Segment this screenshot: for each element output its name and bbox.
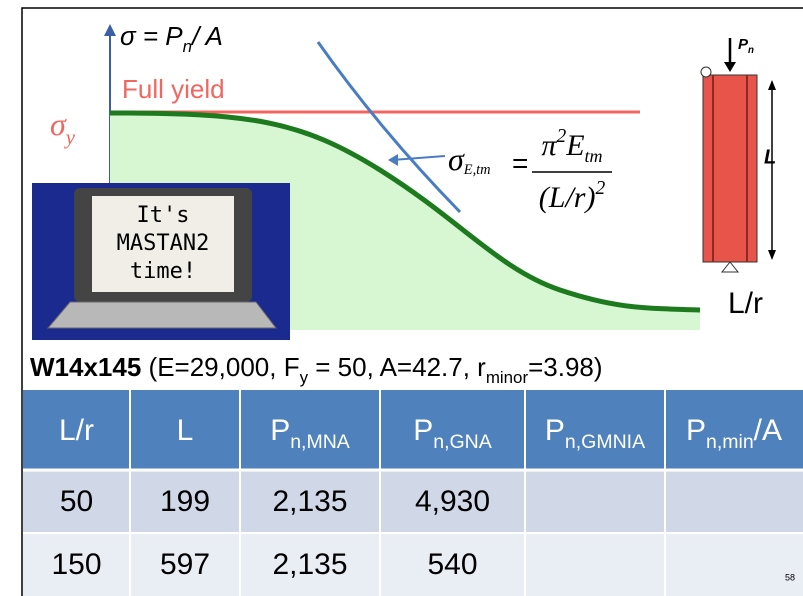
text-part: / A [190,21,223,51]
formula-arrowhead [388,154,398,166]
euler-curve [316,41,462,214]
table-cell: 50 [60,485,93,518]
text-part: σ [50,106,67,142]
text-part: P [738,36,749,53]
load-arrowhead [724,62,736,72]
text-part: n,min [706,431,754,453]
laptop-screen-text: time! [130,259,196,284]
text-part: E [565,129,584,162]
table-cell: 4,930 [415,485,490,518]
table-cell: 150 [51,548,101,581]
text-part: tm [585,146,603,166]
sigma-y-label: σy [50,106,76,149]
text-part: y [300,368,309,387]
length-label: L [764,146,776,168]
table-header-cell: L [177,414,194,447]
section-properties: W14x145 (E=29,000, Fy = 50, A=42.7, rmin… [30,352,603,387]
table-cell: 2,135 [272,548,347,581]
text-part: (E=29,000, F [141,352,299,382]
x-axis-label: L/r [728,287,763,320]
y-axis-arrow [104,24,116,36]
table-header-cell: Pn,min/A [686,414,782,453]
table-row-bg [23,470,803,533]
table-cell: 540 [427,548,477,581]
formula-denominator: (L/r)2 [539,178,606,214]
table-header-bg [23,390,803,470]
text-part: π [541,129,557,162]
table-cell: 2,135 [272,485,347,518]
text-part: P [270,414,290,447]
formula-lhs: σE,tm [448,141,491,178]
text-part: σ [448,141,465,177]
text-part: L [177,414,194,447]
laptop-screen [92,196,234,292]
text-part: P [545,414,565,447]
laptop-screen-text: MASTAN2 [117,231,210,256]
text-part: = 50, A=42.7, r [308,352,486,382]
text-part: minor [486,368,529,387]
text-part: n,GNA [433,431,492,453]
text-part: n [748,45,754,56]
slide-border [21,7,803,596]
strength-curve [109,110,701,313]
table-cell: 199 [160,485,210,518]
column [702,74,758,263]
y-axis-label: σ = Pn/ A [120,21,223,56]
table-header-cell: Pn,MNA [270,414,350,453]
table-cell: 597 [160,548,210,581]
base-support [720,261,740,273]
text-part: n,MNA [290,431,350,453]
text-part: n,GMNIA [565,431,645,453]
table-row-bg [23,533,803,596]
text-part: n [183,37,192,56]
formula-arrow [391,155,446,161]
full-yield-label: Full yield [122,74,225,104]
text-part: /A [754,414,782,447]
formula-numerator: π2Etm [541,126,602,166]
formula-equals: = [512,147,528,178]
laptop-screen-text: It's [137,203,190,228]
page-number: 58 [785,572,795,582]
text-part: y [64,126,76,149]
text-part: P [413,414,433,447]
text-part: =3.98) [528,352,602,382]
text-part: L/r [59,414,94,447]
text-part: (L/r) [539,181,596,214]
table-header-cell: Pn,GMNIA [545,414,645,453]
text-part: E,tm [463,162,491,178]
table-header-cell: Pn,GNA [413,414,492,453]
text-part: 2 [595,178,605,199]
text-part: 2 [556,126,566,147]
load-label: Pn [738,36,754,56]
text-part: σ = P [120,21,183,51]
section-name: W14x145 [30,352,141,382]
top-pin [700,66,712,78]
text-part: P [686,414,706,447]
laptop-base [46,301,278,329]
table-header-cell: L/r [59,414,94,447]
